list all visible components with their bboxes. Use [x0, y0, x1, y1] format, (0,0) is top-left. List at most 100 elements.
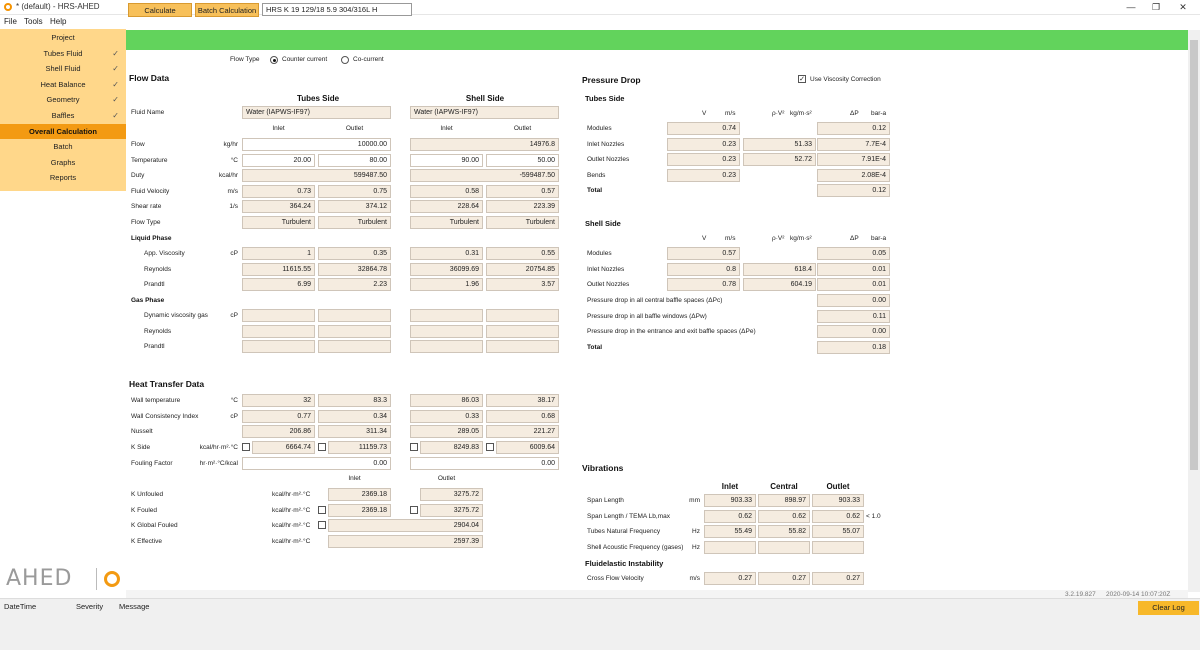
k-side-checkbox[interactable] [318, 442, 326, 451]
pd-tube-row-label: Inlet Nozzles [587, 140, 625, 148]
pd-v-field: 0.23 [667, 168, 740, 182]
k-inlet-field: 2369.18 [328, 503, 391, 517]
nav-item-heat-balance[interactable]: Heat Balance ✓ [0, 77, 126, 92]
pd-dp-field: 0.00 [817, 294, 890, 307]
value-field-to: 311.34 [318, 425, 391, 439]
counter-current-radio[interactable] [270, 56, 278, 64]
nav-item-project[interactable]: Project [0, 30, 126, 45]
k-side-checkbox[interactable] [486, 442, 494, 451]
viscosity-correction-checkbox[interactable]: ✓ [798, 75, 806, 83]
vib-row-label: Shell Acoustic Frequency (gases) [587, 543, 684, 551]
unit-label: °C [230, 156, 238, 164]
gas-row-label: Reynolds [144, 327, 172, 335]
nav-item-tubes-fluid[interactable]: Tubes Fluid ✓ [0, 46, 126, 61]
nav-item-shell-fluid[interactable]: Shell Fluid ✓ [0, 61, 126, 76]
k-fouled-checkbox[interactable] [318, 505, 326, 514]
horizontal-scrollbar[interactable] [126, 590, 1188, 598]
nav-item-overall-calculation[interactable]: Overall Calculation [0, 123, 126, 139]
value-field-ti: 32 [242, 394, 315, 407]
menu-tools[interactable]: Tools [24, 17, 43, 26]
nav-item-label: Graphs [50, 157, 76, 167]
value-field-si: 289.05 [410, 425, 483, 439]
tube-outlet-header: Outlet [345, 125, 364, 132]
value-field-si[interactable]: 90.00 [410, 153, 483, 167]
nav-item-geometry[interactable]: Geometry ✓ [0, 92, 126, 107]
nav-item-baffles[interactable]: Baffles ✓ [0, 108, 126, 123]
log-col-message[interactable]: Message [119, 602, 150, 611]
log-col-severity[interactable]: Severity [76, 602, 104, 611]
k-side-checkbox[interactable] [242, 442, 250, 451]
flow-type-label: Flow Type [230, 56, 260, 63]
nav-item-reports[interactable]: Reports [0, 170, 126, 185]
value-field-so: 20754.85 [486, 262, 559, 276]
gas-row-label: Dynamic viscosity gas [144, 312, 208, 319]
pd-tube-row-label: Outlet Nozzles [587, 156, 630, 164]
nav-item-batch[interactable]: Batch [0, 139, 126, 154]
shell-h-v: V [702, 235, 707, 242]
value-field-so: Turbulent [486, 216, 559, 229]
gas-row-label: Prandtl [144, 343, 165, 351]
k-side-checkbox[interactable] [410, 442, 418, 451]
tube-flow-field[interactable]: 10000.00 [242, 138, 391, 151]
tubes-side-pd-title: Tubes Side [585, 94, 625, 103]
k-outlet-field: 3275.72 [420, 488, 483, 501]
check-icon: ✓ [112, 48, 119, 58]
value-field-so[interactable]: 50.00 [486, 153, 559, 167]
app-icon [4, 3, 12, 11]
nav-item-label: Batch [53, 142, 73, 152]
vib-outlet-header: Outlet [826, 482, 850, 491]
value-field-so: 223.39 [486, 200, 559, 214]
k-global-checkbox[interactable] [318, 521, 326, 530]
model-field[interactable]: HRS K 19 129/18 5.9 304/316L H [262, 3, 412, 16]
toolbar [126, 30, 1188, 50]
pd-tube-row-label: Bends [587, 171, 606, 179]
liquid-row-label: Prandtl [144, 281, 165, 289]
tube-fouling-field[interactable]: 0.00 [242, 457, 391, 470]
value-field-to[interactable]: 80.00 [318, 153, 391, 167]
k-fouled-checkbox[interactable] [410, 505, 418, 514]
co-current-radio[interactable] [341, 56, 349, 64]
pd-v-field: 0.23 [667, 137, 740, 151]
tubes-h-kgms: kg/m·s² [790, 110, 812, 117]
unit-label: kg/hr [223, 141, 238, 148]
clear-log-button[interactable]: Clear Log [1138, 601, 1199, 615]
maximize-button[interactable]: ❐ [1151, 2, 1161, 12]
pd-shell-row-label: Inlet Nozzles [587, 265, 625, 273]
minimize-button[interactable]: — [1126, 2, 1136, 12]
nav-item-label: Shell Fluid [45, 64, 81, 74]
value-field-ti[interactable]: 20.00 [242, 153, 315, 167]
pd-dp-field: 2.08E-4 [817, 168, 890, 182]
unit-label: kcal/hr·m²·°C [199, 443, 238, 451]
value-field-ti: 364.24 [242, 200, 315, 214]
unit-label: m/s [689, 575, 700, 582]
value-field-so: 0.68 [486, 409, 559, 423]
close-button[interactable]: ✕ [1179, 2, 1187, 12]
scrollbar-thumb[interactable] [1190, 40, 1198, 470]
counter-current-label: Counter current [282, 56, 328, 63]
value-field-to: Turbulent [318, 216, 391, 229]
check-icon: ✓ [112, 111, 119, 120]
tube-fluid-field[interactable]: Water (IAPWS-IF97) [242, 106, 391, 119]
shell-h-bar: bar-a [871, 235, 887, 242]
vib-value-field: 903.33 [812, 494, 864, 507]
k-row-label: K Global Fouled [131, 522, 178, 530]
pd-dp-field: 0.12 [817, 184, 890, 198]
tube-inlet-header: Inlet [272, 125, 285, 132]
menu-file[interactable]: File [4, 17, 17, 26]
tubes-side-header: Tubes Side [296, 94, 340, 103]
batch-calculation-button[interactable]: Batch Calculation [195, 3, 259, 17]
pd-dp-field: 0.00 [817, 325, 890, 339]
logo-text: AHED [6, 566, 73, 591]
nav-item-label: Tubes Fluid [43, 48, 83, 58]
shell-fluid-field[interactable]: Water (IAPWS-IF97) [410, 106, 559, 119]
log-col-datetime[interactable]: DateTime [4, 602, 37, 611]
nav-item-graphs[interactable]: Graphs [0, 155, 126, 170]
shell-fouling-field[interactable]: 0.00 [410, 457, 559, 470]
empty-value-field [486, 309, 559, 322]
menu-help[interactable]: Help [50, 17, 67, 26]
shell-h-ms: m/s [725, 235, 736, 242]
empty-value-field [318, 324, 391, 338]
value-field-to: 0.35 [318, 247, 391, 260]
calculate-button[interactable]: Calculate [128, 3, 192, 17]
heat-row-label: K Side [131, 443, 151, 451]
